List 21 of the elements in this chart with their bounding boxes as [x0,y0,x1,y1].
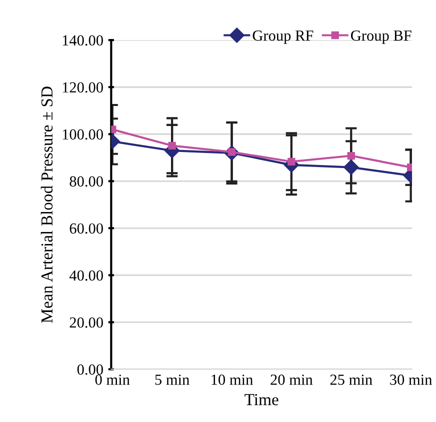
y-tick-label: 60.00 [70,223,103,234]
x-axis-title: Time [244,394,278,406]
y-axis-title: Mean Arterial Blood Pressure ± SD [40,86,53,323]
y-tick-label: 20.00 [70,317,103,328]
x-tick-label: 20 min [270,374,313,385]
y-tick-label: 40.00 [69,270,103,281]
x-tick-label: 30 min [390,374,432,385]
y-tick-label: 120.00 [62,82,103,93]
point [344,160,359,175]
x-tick-label: 5 min [155,374,190,385]
legend-label: Group BF [351,30,412,44]
x-tick-label: 0 min [95,374,130,385]
point [347,152,355,160]
x-tick-label: 10 min [212,374,253,385]
legend-label: Group RF [252,30,314,44]
y-tick-label: 0.00 [77,364,103,375]
y-tick-label: 80.00 [70,176,103,187]
y-tick-label: 140.00 [62,35,103,46]
x-tick-label: 25 min [330,374,372,385]
y-tick-label: 100.00 [62,129,103,140]
point [168,142,176,150]
